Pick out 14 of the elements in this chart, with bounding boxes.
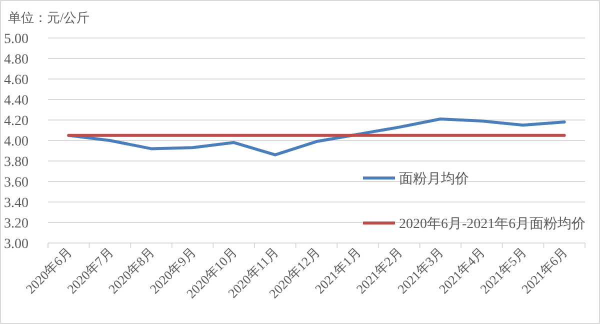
y-axis-title: 单位：元/公斤 [8, 10, 90, 25]
y-tick-label: 3.20 [4, 216, 28, 232]
y-tick-label: 3.00 [4, 237, 28, 252]
y-tick-label: 3.60 [4, 176, 28, 190]
legend-label: 面粉月均价 [399, 171, 469, 187]
y-tick-label: 4.40 [4, 94, 28, 108]
y-tick-label: 4.60 [4, 73, 28, 88]
y-tick-label: 5.00 [4, 32, 28, 47]
y-tick-label: 4.20 [4, 114, 28, 129]
y-tick-label: 3.40 [4, 196, 28, 211]
y-tick-label: 4.00 [4, 134, 28, 150]
y-tick-label: 3.80 [4, 155, 28, 170]
legend-label: 2020年6月-2021年6月面粉均价 [399, 216, 586, 232]
y-tick-label: 4.80 [4, 52, 28, 68]
